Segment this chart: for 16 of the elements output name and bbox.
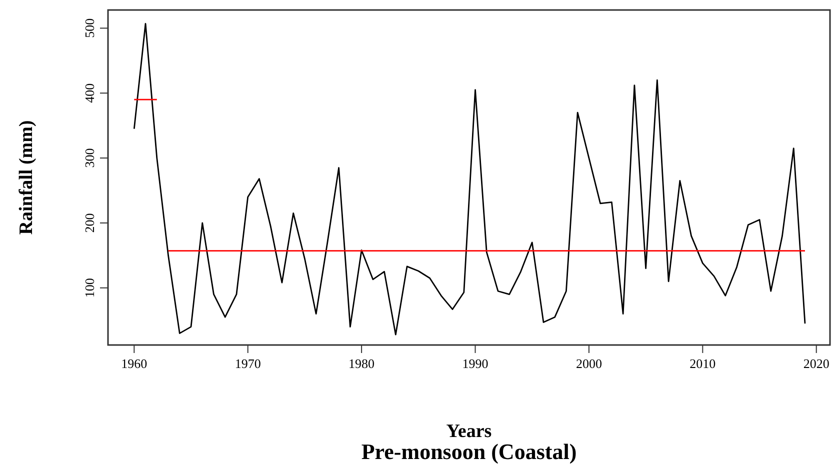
x-tick-label: 2010	[690, 356, 716, 371]
y-tick-label: 400	[82, 83, 97, 103]
x-tick-label: 1980	[348, 356, 375, 371]
y-tick-label: 300	[82, 148, 97, 168]
x-tick-label: 1990	[462, 356, 488, 371]
x-tick-label: 2000	[576, 356, 602, 371]
x-tick-label: 2020	[803, 356, 830, 371]
x-axis-title: Years	[446, 421, 492, 442]
y-tick-label: 100	[82, 278, 97, 298]
x-tick-label: 1970	[234, 356, 261, 371]
y-tick-label: 500	[82, 18, 97, 38]
y-axis-title: Rainfall (mm)	[16, 120, 37, 235]
x-tick-label: 1960	[121, 356, 148, 371]
line-series	[133, 22, 806, 336]
y-tick-label: 200	[82, 213, 97, 233]
text: Pre-monsoon (Coastal)	[361, 439, 577, 464]
